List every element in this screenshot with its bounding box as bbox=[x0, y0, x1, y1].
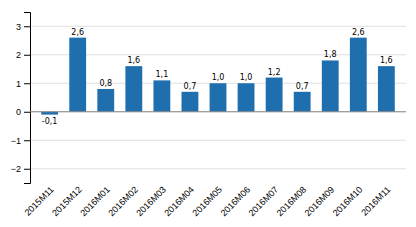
x-tick: 2016M11 bbox=[359, 183, 392, 218]
data-label: 1,0 bbox=[212, 73, 225, 82]
data-label: 2,6 bbox=[352, 28, 365, 37]
zero-line bbox=[30, 111, 406, 112]
bar bbox=[69, 38, 86, 112]
x-tick: 2016M10 bbox=[331, 183, 365, 218]
x-tick-label: 2016M03 bbox=[134, 185, 168, 219]
x-tick-label: 2015M12 bbox=[50, 185, 84, 219]
data-label: -0,1 bbox=[42, 117, 58, 126]
data-label: 2,6 bbox=[71, 28, 84, 37]
grid-line bbox=[30, 26, 406, 27]
data-labels: -0,1 2,6 0,8 1,6 1,1 0,7 1,0 1,0 1,2 0,7 1,8 2,6 1,6 bbox=[42, 28, 393, 126]
y-tick-label: 0 bbox=[16, 107, 21, 117]
y-axis-line bbox=[24, 13, 31, 184]
bar bbox=[97, 89, 114, 112]
y-tick-label: 1 bbox=[16, 79, 21, 89]
x-tick-label: 2016M09 bbox=[303, 185, 337, 219]
x-tick-label: 2016M04 bbox=[162, 185, 196, 219]
grid-line bbox=[30, 111, 406, 112]
y-tick-mark bbox=[24, 83, 30, 84]
y-tick-label: 2 bbox=[16, 50, 21, 60]
bar bbox=[378, 66, 395, 112]
data-label: 1,1 bbox=[156, 70, 169, 79]
y-tick-mark bbox=[24, 55, 30, 56]
y-tick-label: 3 bbox=[16, 22, 21, 32]
bars bbox=[41, 38, 395, 115]
chart: −2 −1 0 1 2 3 2015M112015M122016M012016M022016… bbox=[0, 0, 416, 227]
data-label: 1,8 bbox=[324, 50, 337, 59]
grid bbox=[30, 26, 406, 169]
bar bbox=[350, 38, 367, 112]
y-tick: 0 bbox=[16, 107, 30, 117]
x-axis: 2015M112015M122016M012016M022016M032016M… bbox=[23, 183, 393, 218]
bar bbox=[238, 83, 255, 112]
bar bbox=[125, 66, 142, 112]
x-tick-label: 2016M05 bbox=[190, 185, 224, 219]
x-tick-label: 2016M02 bbox=[106, 185, 140, 219]
bar bbox=[322, 60, 339, 111]
x-tick-label: 2016M08 bbox=[275, 185, 309, 219]
x-tick-label: 2016M10 bbox=[331, 185, 365, 219]
bar bbox=[294, 92, 311, 112]
data-label: 0,8 bbox=[99, 79, 112, 88]
data-label: 0,7 bbox=[184, 82, 197, 91]
data-label: 1,6 bbox=[127, 56, 140, 65]
y-tick-label: −1 bbox=[11, 136, 21, 146]
y-tick: −2 bbox=[11, 164, 30, 174]
y-tick: 1 bbox=[16, 79, 30, 89]
grid-line bbox=[30, 168, 406, 169]
y-tick-mark bbox=[24, 26, 30, 27]
data-label: 1,2 bbox=[268, 68, 281, 77]
x-tick-label: 2016M11 bbox=[359, 185, 392, 218]
y-tick-mark bbox=[24, 112, 30, 113]
data-label: 0,7 bbox=[296, 82, 309, 91]
bar bbox=[210, 83, 227, 112]
x-tick-label: 2016M07 bbox=[247, 185, 281, 219]
y-tick-label: −2 bbox=[11, 164, 21, 174]
y-tick: 3 bbox=[16, 22, 30, 32]
grid-line bbox=[30, 54, 406, 55]
x-tick-label: 2016M01 bbox=[78, 185, 112, 219]
bar bbox=[182, 92, 199, 112]
x-tick-label: 2016M06 bbox=[219, 185, 253, 219]
y-tick: 2 bbox=[16, 50, 30, 60]
y-tick: −1 bbox=[11, 136, 30, 146]
bar bbox=[153, 80, 170, 111]
data-label: 1,6 bbox=[380, 56, 393, 65]
data-label: 1,0 bbox=[240, 73, 253, 82]
bar bbox=[266, 78, 283, 112]
plot: −2 −1 0 1 2 3 2015M112015M122016M012016M022016… bbox=[11, 13, 406, 219]
grid-line bbox=[30, 140, 406, 141]
y-axis: −2 −1 0 1 2 3 bbox=[11, 13, 31, 184]
y-tick-mark bbox=[24, 169, 30, 170]
y-tick-mark bbox=[24, 140, 30, 141]
